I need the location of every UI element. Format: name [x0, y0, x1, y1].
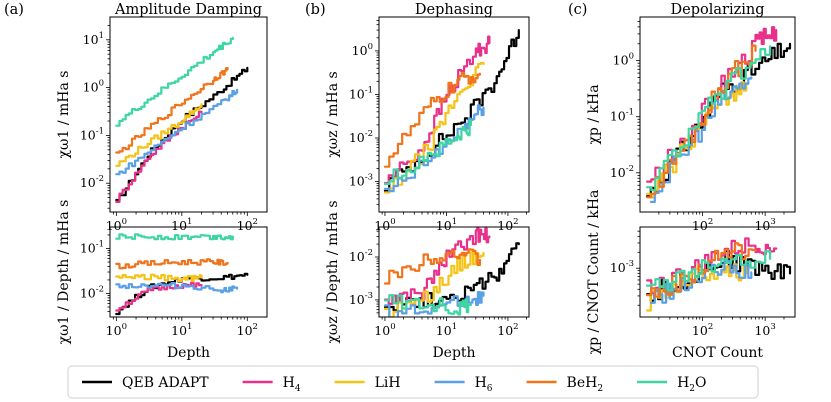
legend-frame	[67, 365, 759, 399]
x-tick-label: 101	[436, 322, 457, 338]
panel-title: Amplitude Damping	[114, 2, 262, 18]
x-tick-label: 102	[692, 322, 713, 338]
axes-frame	[639, 226, 796, 318]
lower-plot: 100 101 102 10-3 10-2 χωz / Depth / mHa s Dept…	[325, 200, 530, 361]
series-lih	[115, 103, 203, 167]
x-tick-label: 102	[692, 217, 713, 233]
x-tick-label: 103	[754, 217, 775, 233]
y-axis-label: χωz / mHa s	[325, 71, 341, 157]
lower-plot: 102 103 10-3 χp / CNOT Count / kHa CNOT Coun…	[586, 190, 796, 361]
x-tick-label: 100	[374, 322, 395, 338]
x-tick-label: 102	[237, 322, 258, 338]
y-tick-label: 10-3	[349, 173, 373, 189]
y-axis-label: χp / CNOT Count / kHa	[586, 190, 602, 355]
y-tick-label: 101	[83, 31, 104, 47]
panel-label: (a)	[4, 2, 24, 18]
y-tick-label: 10-2	[349, 248, 373, 264]
x-tick-label: 101	[171, 217, 192, 233]
legend: QEB ADAPT H4 LiH H6 BeH2 H2O	[67, 365, 759, 399]
legend-item: BeH2	[526, 375, 604, 394]
x-axis-label: Depth	[167, 345, 210, 361]
series-h6	[115, 282, 239, 294]
lower-plot: 100 101 102 10-2 10-1 χω1 / Depth / mHa s Dept…	[56, 200, 268, 361]
series-h4	[383, 227, 491, 305]
y-tick-label: 10-1	[349, 85, 373, 101]
y-axis-label: χω1 / Depth / mHa s	[56, 200, 72, 345]
series-lih	[115, 273, 203, 283]
y-tick-label: 10-3	[610, 259, 634, 275]
axes-frame	[378, 226, 530, 318]
y-tick-label: 100	[613, 52, 634, 68]
legend-label: QEB ADAPT	[122, 375, 209, 391]
y-axis-label: χp / kHa	[586, 84, 602, 144]
y-tick-label: 10-2	[610, 164, 634, 180]
series-h2o	[646, 250, 772, 292]
x-tick-label: 100	[106, 217, 127, 233]
y-tick-label: 10-1	[610, 108, 634, 124]
y-tick-label: 100	[352, 42, 373, 58]
panel-title: Dephasing	[415, 2, 493, 18]
upper-plot: 100 101 102 10-2 10-1 100 101 χω1 / mHa s	[56, 16, 268, 233]
series-beh2	[383, 71, 481, 168]
series-h4	[383, 35, 491, 185]
series-h6	[115, 88, 239, 176]
x-tick-label: 101	[171, 322, 192, 338]
y-tick-label: 100	[83, 79, 104, 95]
x-tick-label: 102	[237, 217, 258, 233]
series-beh2	[646, 242, 757, 298]
axes-frame	[109, 226, 268, 318]
panel-title: Depolarizing	[671, 2, 765, 18]
x-tick-label: 101	[436, 217, 457, 233]
x-tick-label: 102	[497, 322, 518, 338]
y-tick-label: 10-1	[80, 239, 104, 255]
upper-plot: 102 103 10-2 10-1 100 χp / kHa	[586, 16, 796, 233]
legend-label: LiH	[375, 375, 401, 391]
y-tick-label: 10-2	[80, 174, 104, 190]
axes-frame	[109, 16, 268, 213]
series-h2o	[383, 119, 472, 185]
series-h2o	[115, 233, 234, 241]
series-beh2	[383, 248, 481, 285]
series-h2o	[646, 45, 772, 192]
series-h2o	[115, 36, 234, 127]
y-tick-label: 10-1	[80, 126, 104, 142]
series-lih	[646, 81, 748, 199]
x-tick-label: 100	[374, 217, 395, 233]
series-h2o	[383, 294, 472, 316]
panel-label: (c)	[568, 2, 587, 18]
y-tick-label: 10-3	[349, 291, 373, 307]
x-axis-label: CNOT Count	[672, 345, 763, 361]
legend-item: QEB ADAPT	[82, 375, 209, 391]
series-beh2	[115, 67, 229, 154]
legend-item: LiH	[334, 375, 401, 391]
upper-plot: 100 101 102 10-3 10-2 10-1 100 χωz / mHa s	[325, 16, 530, 233]
x-tick-label: 103	[754, 322, 775, 338]
axes-frame	[378, 16, 530, 213]
legend-label: BeH2	[567, 375, 604, 394]
legend-item: H2O	[637, 375, 707, 394]
x-tick-label: 102	[497, 217, 518, 233]
axes-frame	[639, 16, 796, 213]
y-tick-label: 10-2	[80, 284, 104, 300]
y-tick-label: 10-2	[349, 129, 373, 145]
series-qeb-adapt	[383, 29, 520, 192]
y-axis-label: χω1 / mHa s	[56, 71, 72, 159]
panel-1: (b) Dephasing 100 101 102 10-3 10-2 10-1 100 χωz …	[305, 2, 530, 361]
series-beh2	[115, 258, 229, 270]
legend-label: H2O	[677, 375, 706, 394]
panel-2: (c) Depolarizing 102 103 10-2 10-1 100 χp / kHa…	[568, 2, 796, 361]
panel-label: (b)	[305, 2, 326, 18]
y-axis-label: χωz / Depth / mHa s	[325, 200, 341, 343]
x-axis-label: Depth	[432, 345, 475, 361]
x-tick-label: 100	[106, 322, 127, 338]
